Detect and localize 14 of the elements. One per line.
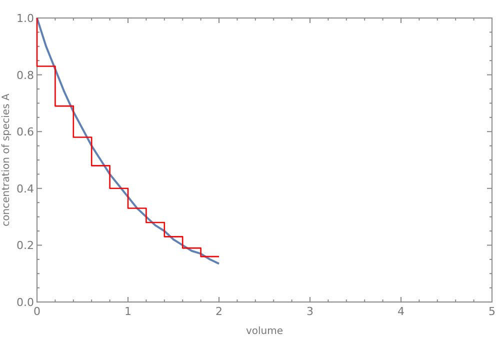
x-tick-label: 2 xyxy=(216,305,222,318)
x-axis-title: volume xyxy=(246,326,284,337)
y-tick-label: 0.6 xyxy=(16,126,34,139)
x-tick-label: 3 xyxy=(306,305,314,318)
x-tick-label: 4 xyxy=(398,305,404,318)
x-tick-label: 0 xyxy=(34,305,40,318)
y-tick-label: 0.0 xyxy=(16,296,34,309)
y-tick-label: 0.8 xyxy=(16,68,34,82)
y-tick-label: 0.4 xyxy=(16,182,34,196)
x-tick-label: 1 xyxy=(124,305,132,318)
y-axis-title: concentration of species A xyxy=(1,94,12,226)
y-tick-label: 0.2 xyxy=(16,239,34,252)
x-tick-label: 5 xyxy=(488,305,496,318)
y-tick-label: 1.0 xyxy=(16,12,34,25)
